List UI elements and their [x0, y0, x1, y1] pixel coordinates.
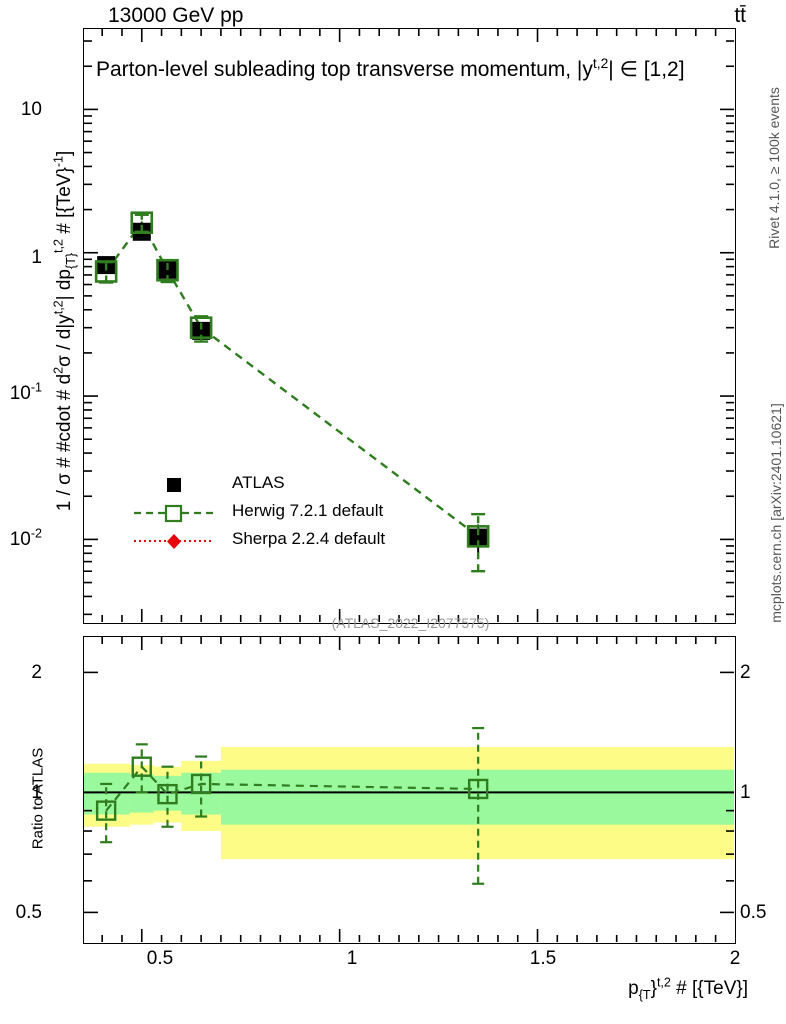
y-axis-label-sup1: 2 [51, 366, 66, 374]
ratio-plot-panel [83, 636, 736, 944]
tick-value: 1 [31, 247, 42, 268]
tick-value: 10 [20, 99, 42, 120]
plot-title-text: Parton-level subleading top transverse m… [96, 58, 593, 81]
main-y-tick-label: 10-2 [9, 526, 42, 551]
x-tick-label: 2 [729, 948, 741, 969]
legend-label-atlas: ATLAS [232, 473, 285, 492]
process-label: tt̄ [734, 4, 746, 27]
legend-label-herwig: Herwig 7.2.1 default [232, 501, 384, 520]
y-axis-label-part3: | dp [54, 268, 75, 301]
atlas-marker [469, 528, 488, 547]
x-axis-label-part3: # [{TeV}] [670, 978, 748, 999]
ratio-plot-canvas [84, 637, 734, 942]
y-axis-label-part1: 1 / σ # #cdot # d [54, 373, 75, 512]
main-y-tick-label: 10-1 [9, 380, 42, 405]
legend-marker-herwig [134, 504, 214, 523]
y-axis-label-part5: ] [54, 150, 75, 157]
rivet-version-label: Rivet 4.1.0, ≥ 100k events [766, 87, 782, 249]
ratio-marker [131, 756, 152, 777]
herwig-marker [130, 211, 154, 235]
y-axis-label-sup4: -1 [51, 156, 66, 168]
legend-label-sherpa: Sherpa 2.2.4 default [232, 529, 386, 548]
ratio-y-tick-label: 0.5 [15, 902, 42, 923]
atlas-marker [192, 321, 211, 340]
mcplots-reference-label: mcplots.cern.ch [arXiv:2401.10621] [768, 403, 784, 623]
x-tick-label: 0.5 [146, 948, 174, 969]
herwig-marker [94, 260, 118, 283]
plot-title-sup: t,2 [592, 55, 609, 71]
main-plot-panel: Parton-level subleading top transverse m… [83, 28, 736, 631]
main-plot-canvas [84, 29, 734, 622]
main-y-tick-label: 10 [21, 99, 42, 121]
ratio-y-tick-label: 1 [31, 782, 42, 803]
main-y-tick-label: 1 [31, 247, 42, 269]
x-axis-label: p{T}t,2 # [{TeV}] [628, 975, 748, 1002]
herwig-marker [189, 316, 213, 339]
x-axis-label-part1: p [628, 978, 639, 999]
legend-marker-atlas [167, 478, 181, 492]
ratio-marker [467, 778, 489, 800]
x-axis-label-part2: } [650, 978, 657, 999]
y-axis-label-sup3: t,2 [51, 239, 66, 253]
y-axis-label-part2: σ / d|y [54, 314, 75, 367]
beam-energy-label: 13000 GeV pp [108, 4, 244, 27]
tick-mantissa: 10 [9, 529, 31, 550]
plot-title: Parton-level subleading top transverse m… [96, 55, 685, 82]
y-axis-label: 1 / σ # #cdot # d2σ / d|yt,2| dp{T}t,2 #… [51, 51, 78, 611]
tick-exponent: -2 [30, 526, 42, 541]
y-axis-label-part4: # [{TeV} [54, 167, 75, 240]
ratio-marker [157, 783, 178, 805]
legend-marker-sherpa [134, 534, 214, 549]
tick-mantissa: 10 [9, 383, 31, 404]
ratio-y-tick-label-right: 0.5 [740, 902, 767, 923]
x-tick-label: 1.5 [529, 948, 557, 969]
ratio-marker [95, 800, 117, 821]
x-tick-label: 1 [346, 948, 358, 969]
x-axis-label-sub: {T [638, 987, 651, 1002]
ratio-marker [190, 773, 212, 795]
ratio-y-tick-label-right: 1 [740, 782, 751, 803]
ratio-y-tick-label-right: 2 [740, 662, 751, 683]
analysis-id-watermark: (ATLAS_2022_I2077575) [331, 615, 490, 631]
y-axis-label-sub: {T} [63, 252, 78, 269]
herwig-marker [156, 258, 179, 282]
x-axis-label-sup: t,2 [656, 975, 671, 990]
herwig-marker [466, 525, 490, 548]
plot-title-tail: | ∈ [1,2] [608, 58, 685, 81]
y-axis-label-sup2: t,2 [51, 300, 66, 315]
tick-exponent: -1 [30, 380, 42, 395]
ratio-y-tick-label: 2 [31, 662, 42, 683]
